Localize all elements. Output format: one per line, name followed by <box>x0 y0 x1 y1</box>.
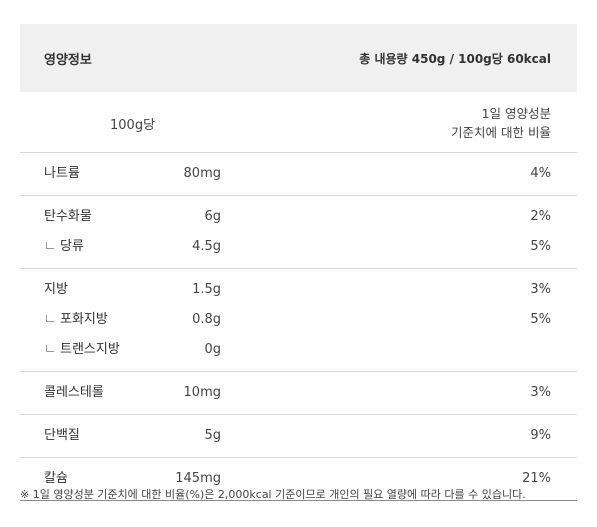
nutrient-percent: 9% <box>530 428 551 443</box>
nutrient-amount: 5g <box>204 428 221 443</box>
nutrient-row-sodium: 나트륨 80mg 4% <box>20 159 577 189</box>
nutrient-row-trans-fat: 트랜스지방 0g <box>20 335 577 365</box>
nutrient-percent: 3% <box>530 282 551 297</box>
total-content-calories: 총 내용량 450g / 100g당 60kcal <box>359 51 551 66</box>
per-100g-label: 100g당 <box>110 118 156 133</box>
nutrition-header: 영양정보 총 내용량 450g / 100g당 60kcal <box>20 24 577 92</box>
nutrient-group-calcium: 칼슘 145mg 21% <box>20 458 577 500</box>
daily-value-ratio-label: 1일 영양성분 기준치에 대한 비율 <box>451 104 551 142</box>
daily-value-label-line1: 1일 영양성분 <box>481 106 551 121</box>
nutrient-amount: 145mg <box>175 471 221 486</box>
nutrient-percent: 5% <box>530 239 551 254</box>
nutrient-amount: 0.8g <box>192 312 221 327</box>
nutrient-group-protein: 단백질 5g 9% <box>20 415 577 458</box>
nutrient-name: 포화지방 <box>44 305 108 335</box>
nutrient-group-cholesterol: 콜레스테롤 10mg 3% <box>20 372 577 415</box>
nutrient-row-saturated-fat: 포화지방 0.8g 5% <box>20 305 577 335</box>
nutrient-row-carbohydrate: 탄수화물 6g 2% <box>20 202 577 232</box>
nutrient-amount: 80mg <box>183 166 221 181</box>
nutrient-group-carbohydrate: 탄수화물 6g 2% 당류 4.5g 5% <box>20 196 577 269</box>
daily-value-footnote: ※ 1일 영양성분 기준치에 대한 비율(%)은 2,000kcal 기준이므로… <box>20 488 526 501</box>
nutrient-group-sodium: 나트륨 80mg 4% <box>20 153 577 196</box>
nutrient-percent: 5% <box>530 312 551 327</box>
nutrient-percent: 3% <box>530 385 551 400</box>
nutrition-title: 영양정보 <box>44 52 92 68</box>
nutrient-name: 지방 <box>44 282 68 297</box>
nutrient-name: 탄수화물 <box>44 209 92 224</box>
nutrient-amount: 10mg <box>183 385 221 400</box>
daily-value-label-line2: 기준치에 대한 비율 <box>451 125 551 140</box>
nutrient-amount: 6g <box>204 209 221 224</box>
nutrient-row-calcium: 칼슘 145mg 21% <box>20 464 577 494</box>
nutrient-row-fat: 지방 1.5g 3% <box>20 275 577 305</box>
nutrient-name: 콜레스테롤 <box>44 385 104 400</box>
nutrient-amount: 0g <box>204 342 221 357</box>
nutrient-percent: 4% <box>530 166 551 181</box>
nutrient-amount: 1.5g <box>192 282 221 297</box>
nutrient-row-cholesterol: 콜레스테롤 10mg 3% <box>20 378 577 408</box>
nutrient-name: 단백질 <box>44 428 80 443</box>
nutrient-group-fat: 지방 1.5g 3% 포화지방 0.8g 5% 트랜스지방 0g <box>20 269 577 372</box>
nutrient-name: 칼슘 <box>44 471 68 486</box>
nutrient-percent: 2% <box>530 209 551 224</box>
nutrient-row-sugars: 당류 4.5g 5% <box>20 232 577 262</box>
nutrient-name: 당류 <box>44 232 84 262</box>
column-subheader: 100g당 1일 영양성분 기준치에 대한 비율 <box>20 92 577 153</box>
nutrient-row-protein: 단백질 5g 9% <box>20 421 577 451</box>
nutrient-name: 트랜스지방 <box>44 335 120 365</box>
nutrition-facts-table: 영양정보 총 내용량 450g / 100g당 60kcal 100g당 1일 … <box>20 24 577 501</box>
nutrient-amount: 4.5g <box>192 239 221 254</box>
nutrient-name: 나트륨 <box>44 166 80 181</box>
nutrient-percent: 21% <box>522 471 551 486</box>
